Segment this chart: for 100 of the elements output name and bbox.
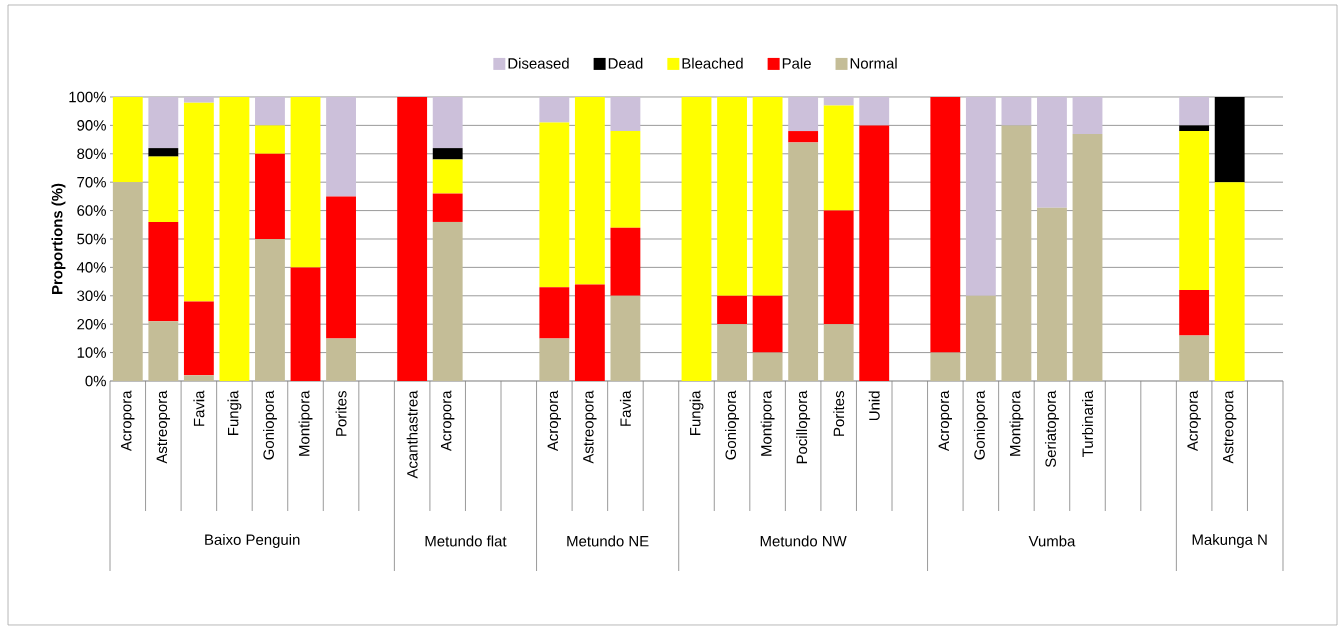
x-tick-label: Porites bbox=[335, 391, 347, 436]
bar bbox=[290, 96, 321, 268]
bar bbox=[1179, 131, 1210, 291]
bar bbox=[148, 321, 179, 381]
bar bbox=[148, 96, 179, 149]
bar bbox=[1214, 96, 1245, 183]
y-tick-label: 30% bbox=[77, 290, 106, 302]
x-tick-label: Favia bbox=[193, 390, 205, 426]
bar bbox=[965, 96, 996, 296]
bar bbox=[788, 96, 819, 132]
y-tick-label: 70% bbox=[77, 176, 106, 188]
x-tick-label: Porites bbox=[833, 391, 845, 436]
text: Baixo Penguin bbox=[205, 534, 300, 548]
x-tick-label: Fungia bbox=[689, 390, 704, 435]
bar bbox=[255, 125, 285, 154]
bar bbox=[539, 338, 570, 381]
x-tick-label: Unid bbox=[868, 391, 880, 421]
x-tick-label: Acropora bbox=[547, 390, 562, 452]
x-tick-label: Pocillopora bbox=[796, 390, 811, 464]
text: Vumba bbox=[1028, 535, 1076, 547]
bar bbox=[610, 227, 641, 296]
bar bbox=[1179, 125, 1210, 132]
y-tick-label: 0% bbox=[85, 375, 106, 387]
bar bbox=[752, 295, 783, 353]
x-tick-label: Montipora bbox=[1009, 390, 1024, 456]
text: Metundo flat bbox=[425, 535, 507, 547]
y-axis-title: Proportions (%) bbox=[51, 183, 66, 295]
text: Makunga N bbox=[1192, 534, 1267, 548]
bar bbox=[112, 96, 143, 183]
text: Metundo NW bbox=[760, 535, 847, 547]
bar bbox=[326, 96, 356, 197]
bar bbox=[717, 96, 747, 296]
bar bbox=[788, 142, 819, 381]
bar bbox=[255, 153, 285, 239]
y-tick-label: 20% bbox=[77, 318, 106, 330]
y-tick-label: 80% bbox=[77, 148, 106, 160]
bar bbox=[574, 284, 605, 381]
bar bbox=[1037, 96, 1067, 208]
x-tick-label: Goniopora bbox=[263, 390, 277, 460]
bar bbox=[397, 96, 428, 381]
bar bbox=[574, 96, 605, 285]
y-tick-label: 90% bbox=[77, 120, 106, 131]
bar bbox=[717, 295, 747, 325]
bar bbox=[1072, 96, 1103, 134]
text: Metundo NE bbox=[567, 535, 649, 547]
bar bbox=[432, 159, 463, 194]
bar bbox=[326, 338, 356, 381]
x-tick-label: Seriatopora bbox=[1044, 390, 1059, 468]
x-tick-label: Astreopora bbox=[583, 390, 597, 464]
bar bbox=[148, 221, 179, 322]
x-tick-label: Goniopora bbox=[725, 390, 740, 460]
bar bbox=[823, 324, 854, 381]
x-tick-label: Turbinaria bbox=[1082, 390, 1093, 457]
bar bbox=[1179, 335, 1210, 381]
bar bbox=[965, 295, 996, 381]
bar bbox=[1072, 133, 1103, 381]
legend-label: Normal bbox=[850, 57, 897, 69]
bar bbox=[610, 96, 641, 132]
bar bbox=[112, 182, 143, 381]
bar bbox=[539, 96, 570, 123]
bar bbox=[1037, 207, 1067, 381]
bar bbox=[1001, 96, 1032, 126]
y-tick-label: 40% bbox=[76, 262, 106, 273]
bar bbox=[823, 96, 854, 106]
bar bbox=[183, 96, 214, 103]
bar bbox=[148, 148, 179, 157]
bar bbox=[717, 324, 747, 381]
bar bbox=[823, 105, 854, 211]
bar bbox=[859, 125, 890, 381]
bar bbox=[788, 131, 819, 143]
legend-label: Diseased bbox=[508, 57, 569, 69]
bar bbox=[823, 210, 854, 325]
bar bbox=[681, 96, 712, 381]
bar bbox=[752, 352, 783, 381]
bar bbox=[255, 238, 285, 381]
bar bbox=[432, 193, 463, 222]
bar bbox=[539, 287, 570, 339]
x-tick-label: Favia bbox=[619, 390, 631, 426]
bar bbox=[610, 295, 641, 381]
bar bbox=[752, 96, 783, 296]
x-tick-label: Acropora bbox=[441, 390, 455, 452]
legend-label: Dead bbox=[608, 57, 643, 69]
y-tick-label: 100% bbox=[69, 91, 106, 103]
x-tick-label: Acanthastrea bbox=[406, 390, 418, 479]
legend-label: Bleached bbox=[682, 57, 743, 69]
bar bbox=[1001, 125, 1032, 381]
bar bbox=[183, 102, 214, 302]
bar bbox=[610, 131, 641, 228]
x-tick-label: Acropora bbox=[1187, 390, 1201, 452]
bar bbox=[1179, 96, 1210, 126]
x-tick-label: Astreopora bbox=[1222, 390, 1237, 464]
bar bbox=[432, 221, 463, 381]
x-tick-label: Astreopora bbox=[156, 390, 171, 464]
x-tick-label: Acropora bbox=[938, 390, 953, 452]
bar bbox=[255, 96, 285, 126]
bar bbox=[183, 375, 214, 381]
y-tick-label: 10% bbox=[77, 347, 106, 358]
bar bbox=[219, 96, 250, 381]
bar bbox=[1179, 290, 1210, 336]
bar bbox=[930, 96, 961, 353]
